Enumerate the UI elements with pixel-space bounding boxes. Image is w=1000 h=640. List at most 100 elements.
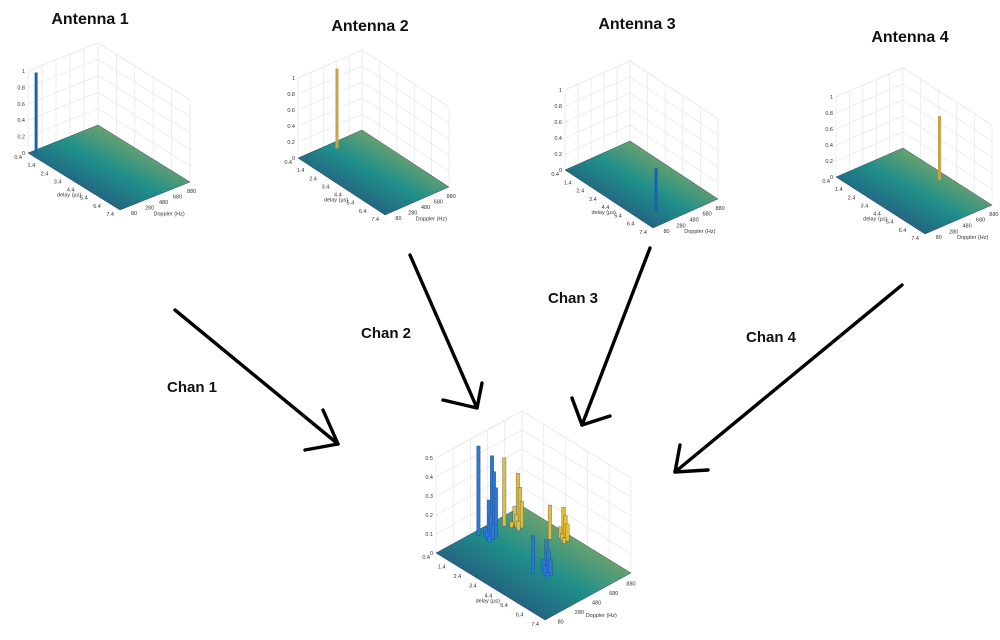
antenna-2-z-tick: 0.2 — [287, 140, 295, 146]
antenna-4-doppler-tick: 480 — [963, 224, 972, 230]
antenna-2-z-tick: 0.6 — [287, 108, 295, 114]
antenna-3-delay-label: delay (µs) — [592, 210, 616, 216]
antenna-3-doppler-tick: 80 — [664, 229, 670, 235]
antenna-3-z-tick: 0.8 — [554, 104, 562, 110]
antenna-2-title: Antenna 2 — [331, 18, 408, 35]
combined-doppler-tick: 280 — [575, 610, 584, 616]
combined-delay-tick: 3.4 — [469, 584, 477, 590]
antenna-4-grid — [835, 67, 993, 205]
combined-peak-bar — [509, 521, 514, 528]
combined-doppler-tick: 880 — [626, 582, 635, 588]
combined-delay-label: delay (µs) — [476, 599, 500, 605]
antenna-4-delay-tick: 6.4 — [899, 228, 907, 234]
combined-doppler-label: Doppler (Hz) — [586, 613, 617, 619]
antenna-4-z-tick: 1 — [830, 95, 833, 101]
antenna-1-doppler-tick: 80 — [131, 211, 137, 217]
combined-peak-bar — [548, 558, 553, 576]
antenna-3-z-tick: 0.6 — [554, 120, 562, 126]
antenna-3-delay-tick: 6.4 — [627, 222, 635, 228]
antenna-1-doppler-tick: 480 — [159, 200, 168, 206]
arrow-chan-4 — [673, 283, 904, 474]
combined-doppler-tick: 80 — [558, 619, 564, 625]
antenna-4-delay-tick: 5.4 — [886, 220, 894, 226]
combined-peak-bar — [476, 445, 481, 536]
antenna-4-doppler-label: Doppler (Hz) — [957, 235, 988, 241]
antenna-2-doppler-tick: 680 — [434, 199, 443, 205]
combined-channel-plot: 0 0.1 0.2 0.3 0.4 0.5 0.4 1.4 2.4 3.4 4.4 5.4 6.4 7.4… — [422, 410, 636, 628]
antenna-2-doppler-tick: 280 — [408, 211, 417, 217]
antenna-3-z-tick: 1 — [559, 88, 562, 94]
antenna-4-delay-tick: 3.4 — [860, 203, 868, 209]
antenna-4-delay-tick: 2.4 — [848, 195, 856, 201]
antenna-4-plot: 0 0.2 0.4 0.6 0.8 1 0.4 1.4 2.4 3.4 4.4 5.4 6.4 7.4 80… — [822, 67, 998, 242]
chan-1-label: Chan 1 — [167, 379, 217, 396]
antenna-2-delay-tick: 0.4 — [284, 160, 292, 166]
combined-peak-bar — [531, 535, 535, 574]
combined-delay-tick: 7.4 — [531, 622, 539, 628]
antenna-1-plot: 0 0.2 0.4 0.6 0.8 1 0.4 1.4 2.4 3.4 4.4 5.4 6.4 7.4 80… — [14, 42, 196, 218]
combined-z-tick: 0.4 — [425, 475, 433, 481]
antenna-2-surface — [297, 129, 450, 216]
antenna-3-delay-tick: 1.4 — [564, 180, 572, 186]
antenna-1-z-tick: 0 — [22, 151, 25, 157]
combined-delay-tick: 4.4 — [485, 593, 493, 599]
combined-z-tick: 0.3 — [425, 494, 433, 500]
antenna-3-delay-tick: 3.4 — [589, 197, 597, 203]
antenna-2-z-tick: 0 — [292, 156, 295, 162]
antenna-1-z-tick: 0.4 — [17, 118, 25, 124]
antenna-3-doppler-tick: 280 — [677, 223, 686, 229]
antenna-2-doppler-tick: 80 — [395, 216, 401, 222]
combined-delay-tick: 0.4 — [422, 555, 430, 561]
antenna-3-delay-tick: 2.4 — [576, 189, 584, 195]
combined-doppler-tick: 680 — [609, 591, 618, 597]
combined-delay-tick: 6.4 — [516, 612, 524, 618]
combined-peak-bar — [558, 526, 563, 539]
combined-z-tick: 0.5 — [425, 456, 433, 462]
combined-delay-tick: 5.4 — [500, 603, 508, 609]
antenna-1-delay-tick: 6.4 — [93, 204, 101, 210]
antenna-2-delay-tick: 5.4 — [346, 201, 354, 207]
antenna-1-doppler-tick: 880 — [187, 189, 196, 195]
antenna-4-doppler-tick: 80 — [936, 235, 942, 241]
antenna-3-plot: 0 0.2 0.4 0.6 0.8 1 0.4 1.4 2.4 3.4 4.4 5.4 6.4 7.4 80… — [551, 60, 725, 236]
antenna-2-delay-tick: 2.4 — [309, 176, 317, 182]
antenna-4-z-tick: 0.2 — [825, 159, 833, 165]
combined-peak-bar — [565, 523, 570, 542]
antenna-1-surface — [27, 124, 191, 211]
combined-peak-bar — [562, 537, 567, 544]
antenna-2-delay-label: delay (µs) — [324, 197, 348, 203]
antenna-4-delay-tick: 7.4 — [911, 236, 919, 242]
combined-peak-bar — [494, 487, 498, 538]
antenna-3-doppler-tick: 680 — [703, 212, 712, 218]
antenna-3-delay-tick: 5.4 — [614, 213, 622, 219]
antenna-4-doppler-tick: 880 — [989, 212, 998, 218]
antenna-1-delay-tick: 4.4 — [67, 188, 75, 194]
antenna-1-doppler-tick: 680 — [173, 194, 182, 200]
antenna-4-delay-tick: 0.4 — [822, 179, 830, 185]
antenna-1-delay-tick: 2.4 — [41, 171, 49, 177]
antenna-4-doppler-tick: 280 — [949, 229, 958, 235]
antenna-4-surface — [835, 147, 993, 235]
combined-peak-bar — [487, 536, 492, 543]
antenna-3-delay-tick: 7.4 — [639, 230, 647, 236]
antenna-3-z-tick: 0 — [559, 168, 562, 174]
antenna-3-grid — [564, 60, 719, 199]
antenna-2-doppler-tick: 880 — [447, 194, 456, 200]
combined-peak-bar — [519, 501, 524, 529]
arrow-chan-1 — [173, 308, 340, 452]
antenna-2-plot: 0 0.2 0.4 0.6 0.8 1 0.4 1.4 2.4 3.4 4.4 5.4 6.4 7.4 80… — [284, 49, 456, 223]
antenna-3-z-tick: 0.2 — [554, 152, 562, 158]
antenna-3-surface — [564, 140, 719, 229]
combined-peak-bar — [516, 520, 521, 531]
antenna-2-delay-tick: 7.4 — [371, 217, 379, 223]
antenna-4-z-tick: 0.8 — [825, 111, 833, 117]
antenna-1-doppler-label: Doppler (Hz) — [154, 211, 185, 217]
antenna-1-delay-tick: 3.4 — [54, 179, 62, 185]
antenna-2-delay-tick: 4.4 — [334, 193, 342, 199]
combined-peak-bar — [547, 504, 552, 540]
antenna-2-z-tick: 0.8 — [287, 92, 295, 98]
antenna-2-delay-tick: 3.4 — [322, 184, 330, 190]
antenna-2-z-tick: 0.4 — [287, 124, 295, 130]
antenna-2-doppler-tick: 480 — [421, 205, 430, 211]
